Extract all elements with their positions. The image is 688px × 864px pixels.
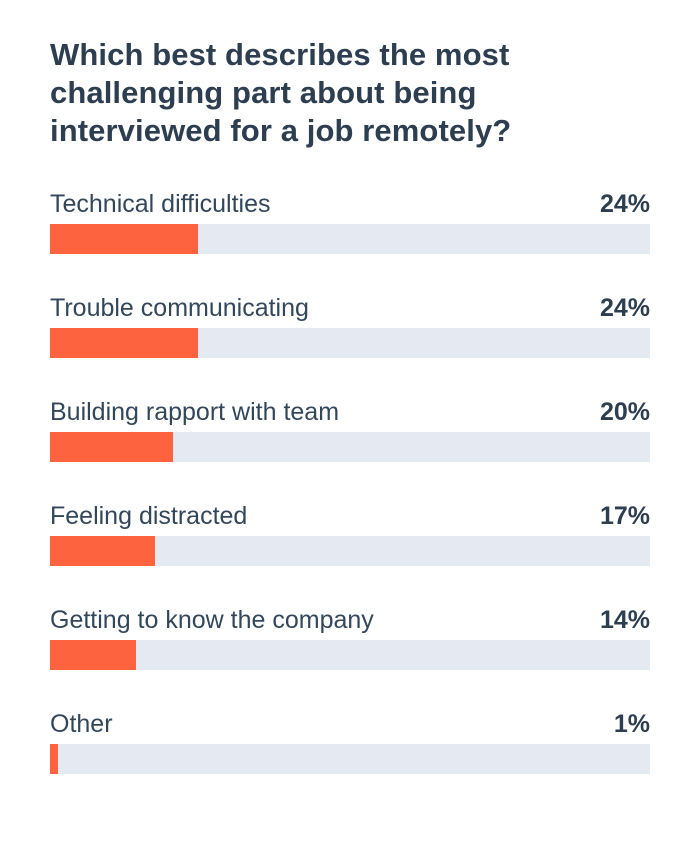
bar-row: Other 1% (50, 706, 650, 810)
bar-row-header: Trouble communicating 24% (50, 290, 650, 328)
category-label: Feeling distracted (50, 502, 248, 530)
bar-fill (50, 536, 155, 566)
bar-row: Trouble communicating 24% (50, 290, 650, 394)
bar-track (50, 328, 650, 358)
bar-chart: Technical difficulties 24% Trouble communi… (50, 186, 650, 810)
bar-row-header: Getting to know the company 14% (50, 602, 650, 640)
bar-row: Feeling distracted 17% (50, 498, 650, 602)
category-label: Building rapport with team (50, 398, 340, 426)
value-label: 24% (599, 190, 650, 218)
chart-title: Which best describes the most challengin… (50, 37, 512, 148)
bar-row: Getting to know the company 14% (50, 602, 650, 706)
bar-track (50, 744, 650, 774)
bar-row-header: Technical difficulties 24% (50, 186, 650, 224)
bar-fill (50, 224, 198, 254)
bar-track (50, 640, 650, 670)
value-label: 20% (599, 398, 650, 426)
bar-row: Technical difficulties 24% (50, 186, 650, 290)
bar-fill (50, 640, 137, 670)
bar-fill (50, 744, 58, 774)
category-label: Trouble communicating (50, 294, 309, 322)
bar-row-header: Other 1% (50, 706, 650, 744)
bar-track (50, 432, 650, 462)
bar-row-header: Feeling distracted 17% (50, 498, 650, 536)
value-label: 17% (599, 502, 650, 530)
bar-fill (50, 328, 198, 358)
bar-row-header: Building rapport with team 20% (50, 394, 650, 432)
category-label: Getting to know the company (50, 606, 374, 634)
value-label: 1% (613, 710, 650, 738)
bar-fill (50, 432, 174, 462)
bar-track (50, 224, 650, 254)
category-label: Technical difficulties (50, 190, 271, 218)
bar-row: Building rapport with team 20% (50, 394, 650, 498)
bar-track (50, 536, 650, 566)
value-label: 14% (599, 606, 650, 634)
category-label: Other (50, 710, 113, 738)
value-label: 24% (599, 294, 650, 322)
